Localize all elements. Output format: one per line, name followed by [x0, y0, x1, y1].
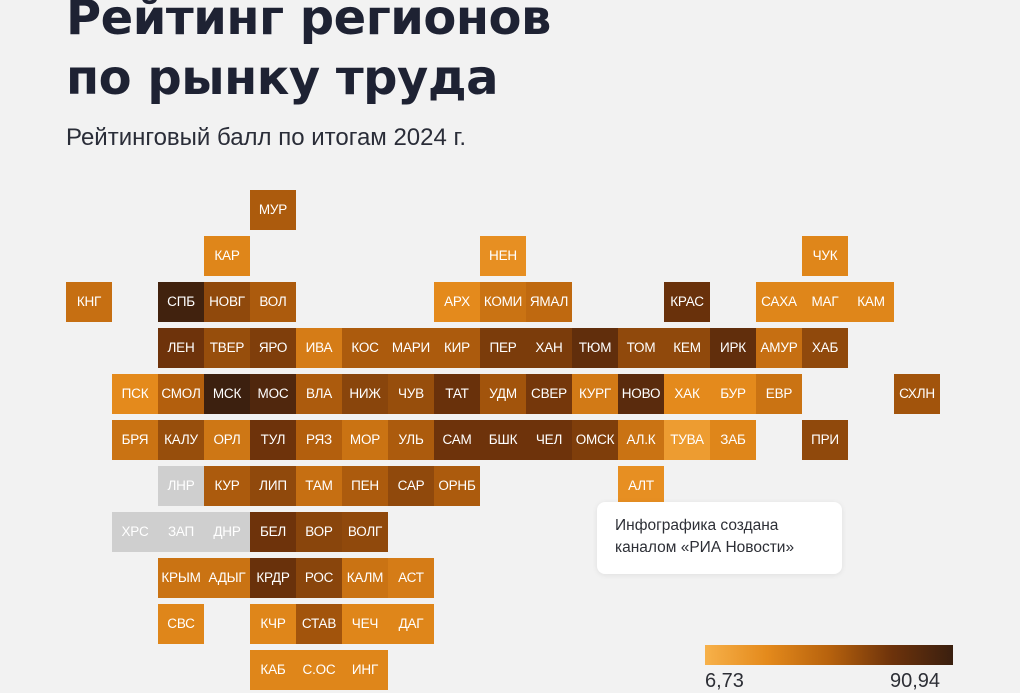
region-tile-45: СХЛН — [894, 374, 940, 414]
region-tile-26: КЕМ — [664, 328, 710, 368]
region-tile-55: ЧЕЛ — [526, 420, 572, 460]
region-tile-18: ИВА — [296, 328, 342, 368]
region-tile-64: ТАМ — [296, 466, 342, 506]
region-tile-24: ТЮМ — [572, 328, 618, 368]
region-tile-20: МАРИ — [388, 328, 434, 368]
region-tile-59: ЗАБ — [710, 420, 756, 460]
legend-max-label: 90,94 — [890, 670, 941, 692]
region-tile-6: НОВГ — [204, 282, 250, 322]
region-tile-2: НЕН — [480, 236, 526, 276]
region-tile-15: ЛЕН — [158, 328, 204, 368]
title-line-1: Рейтинг регионов — [66, 0, 551, 46]
region-tile-60: ПРИ — [802, 420, 848, 460]
region-tile-39: СВЕР — [526, 374, 572, 414]
region-tile-7: ВОЛ — [250, 282, 296, 322]
region-tile-36: ЧУВ — [388, 374, 434, 414]
region-tile-52: УЛЬ — [388, 420, 434, 460]
region-tile-77: КРДР — [250, 558, 296, 598]
region-tile-83: СТАВ — [296, 604, 342, 644]
source-note-line-2: каналом «РИА Новости» — [615, 539, 795, 556]
region-tile-12: САХА — [756, 282, 802, 322]
region-tile-85: ДАГ — [388, 604, 434, 644]
page-title: Рейтинг регионов по рынку труда — [66, 0, 551, 108]
region-tile-51: МОР — [342, 420, 388, 460]
region-tile-88: ИНГ — [342, 650, 388, 690]
region-tile-49: ТУЛ — [250, 420, 296, 460]
region-tile-47: КАЛУ — [158, 420, 204, 460]
region-tile-38: УДМ — [480, 374, 526, 414]
region-tile-73: ВОР — [296, 512, 342, 552]
region-tile-71: ДНР — [204, 512, 250, 552]
region-tile-67: ОРНБ — [434, 466, 480, 506]
region-tile-87: С.ОС — [296, 650, 342, 690]
region-tile-50: РЯЗ — [296, 420, 342, 460]
region-tile-22: ПЕР — [480, 328, 526, 368]
region-tile-65: ПЕН — [342, 466, 388, 506]
region-tile-69: ХРС — [112, 512, 158, 552]
region-tile-34: ВЛА — [296, 374, 342, 414]
region-tile-53: САМ — [434, 420, 480, 460]
region-tile-54: БШК — [480, 420, 526, 460]
region-tile-78: РОС — [296, 558, 342, 598]
region-tile-80: АСТ — [388, 558, 434, 598]
region-tile-79: КАЛМ — [342, 558, 388, 598]
region-tile-28: АМУР — [756, 328, 802, 368]
region-tile-3: ЧУК — [802, 236, 848, 276]
region-tile-74: ВОЛГ — [342, 512, 388, 552]
region-tile-61: ЛНР — [158, 466, 204, 506]
region-tile-10: ЯМАЛ — [526, 282, 572, 322]
region-tile-13: МАГ — [802, 282, 848, 322]
source-note: Инфографика создана каналом «РИА Новости… — [597, 502, 842, 574]
region-tile-29: ХАБ — [802, 328, 848, 368]
region-tile-76: АДЫГ — [204, 558, 250, 598]
region-tile-4: КНГ — [66, 282, 112, 322]
region-tile-30: ПСК — [112, 374, 158, 414]
region-tile-44: ЕВР — [756, 374, 802, 414]
source-note-line-1: Инфографика создана — [615, 517, 779, 534]
title-line-2: по рынку труда — [66, 50, 498, 106]
region-tile-70: ЗАП — [158, 512, 204, 552]
region-tile-58: ТУВА — [664, 420, 710, 460]
region-tile-43: БУР — [710, 374, 756, 414]
region-tile-0: МУР — [250, 190, 296, 230]
region-tile-11: КРАС — [664, 282, 710, 322]
region-tile-72: БЕЛ — [250, 512, 296, 552]
region-tile-63: ЛИП — [250, 466, 296, 506]
region-tile-9: КОМИ — [480, 282, 526, 322]
region-tile-27: ИРК — [710, 328, 756, 368]
region-tile-31: СМОЛ — [158, 374, 204, 414]
region-tile-17: ЯРО — [250, 328, 296, 368]
region-tile-14: КАМ — [848, 282, 894, 322]
region-tile-23: ХАН — [526, 328, 572, 368]
region-tile-41: НОВО — [618, 374, 664, 414]
region-tile-37: ТАТ — [434, 374, 480, 414]
region-tile-19: КОС — [342, 328, 388, 368]
region-tile-8: АРХ — [434, 282, 480, 322]
region-tile-75: КРЫМ — [158, 558, 204, 598]
region-tile-25: ТОМ — [618, 328, 664, 368]
legend-gradient-bar — [705, 645, 953, 665]
region-tile-66: САР — [388, 466, 434, 506]
region-tile-48: ОРЛ — [204, 420, 250, 460]
region-tile-46: БРЯ — [112, 420, 158, 460]
region-tile-68: АЛТ — [618, 466, 664, 506]
page-subtitle: Рейтинговый балл по итогам 2024 г. — [66, 124, 467, 151]
region-tile-86: КАБ — [250, 650, 296, 690]
region-tile-81: СВС — [158, 604, 204, 644]
region-tile-82: КЧР — [250, 604, 296, 644]
region-tile-84: ЧЕЧ — [342, 604, 388, 644]
region-tile-16: ТВЕР — [204, 328, 250, 368]
region-tile-35: НИЖ — [342, 374, 388, 414]
region-tile-1: КАР — [204, 236, 250, 276]
region-tile-5: СПБ — [158, 282, 204, 322]
region-tile-32: МСК — [204, 374, 250, 414]
region-tile-56: ОМСК — [572, 420, 618, 460]
region-tile-21: КИР — [434, 328, 480, 368]
region-tile-62: КУР — [204, 466, 250, 506]
region-tile-57: АЛ.К — [618, 420, 664, 460]
region-tile-33: МОС — [250, 374, 296, 414]
region-tile-42: ХАК — [664, 374, 710, 414]
legend-min-label: 6,73 — [705, 670, 744, 692]
region-tile-40: КУРГ — [572, 374, 618, 414]
